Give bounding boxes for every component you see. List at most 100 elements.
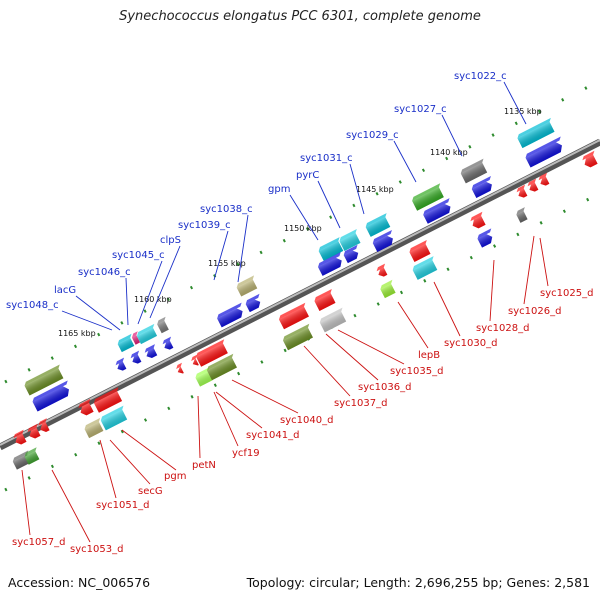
reverse-label-leader	[121, 429, 177, 471]
gene-block[interactable]	[190, 354, 202, 368]
forward-label-leader	[237, 214, 249, 283]
gene-block[interactable]	[99, 405, 129, 431]
reverse-gene-label[interactable]: syc1037_d	[334, 398, 387, 409]
gene-block[interactable]	[411, 256, 440, 280]
gene-block[interactable]	[37, 418, 52, 434]
reverse-gene-label[interactable]: syc1035_d	[390, 366, 443, 377]
forward-gene-label[interactable]: clpS	[160, 235, 181, 246]
gene-block[interactable]	[26, 423, 43, 441]
gene-block[interactable]	[244, 293, 265, 313]
gene-block[interactable]	[364, 213, 393, 237]
reverse-label-leader	[109, 439, 151, 485]
forward-gene-label[interactable]: syc1038_c	[200, 204, 253, 215]
gene-block[interactable]	[23, 364, 66, 396]
forward-label-leader	[393, 140, 417, 183]
gene-block[interactable]	[515, 207, 530, 223]
reverse-gene-label[interactable]: syc1026_d	[508, 306, 561, 317]
scale-tick-label: 1165 kbp	[58, 329, 96, 338]
reverse-gene-label[interactable]: syc1025_d	[540, 288, 593, 299]
reverse-gene-label[interactable]: secG	[138, 486, 163, 497]
forward-gene-label[interactable]: syc1022_c	[454, 71, 507, 82]
gene-block[interactable]	[282, 323, 316, 351]
scale-tick-label: 1145 kbp	[356, 185, 394, 194]
forward-label-leader	[317, 180, 341, 229]
gene-block[interactable]	[278, 302, 312, 330]
reverse-label-leader	[231, 379, 299, 414]
gene-block[interactable]	[195, 339, 231, 367]
forward-gene-label[interactable]: syc1029_c	[346, 130, 399, 141]
gene-block[interactable]	[216, 302, 248, 328]
forward-gene-label[interactable]: syc1031_c	[300, 153, 353, 164]
gene-block[interactable]	[537, 172, 552, 188]
forward-gene-label[interactable]: lacG	[54, 285, 76, 296]
gene-block[interactable]	[194, 367, 215, 387]
gene-block[interactable]	[375, 263, 390, 279]
reverse-gene-label[interactable]: lepB	[418, 350, 440, 361]
forward-gene-label[interactable]: gpm	[268, 184, 290, 195]
gene-block[interactable]	[317, 252, 347, 276]
gene-block[interactable]	[77, 398, 96, 417]
gene-block[interactable]	[338, 228, 363, 251]
gene-block[interactable]	[131, 331, 143, 345]
forward-gene-label[interactable]: pyrC	[296, 170, 319, 181]
gene-block[interactable]	[116, 333, 137, 353]
scale-tick-label: 1135 kbp	[504, 107, 542, 116]
gene-block[interactable]	[526, 178, 541, 194]
reverse-gene-label[interactable]: syc1053_d	[70, 544, 123, 555]
reverse-gene-label[interactable]: ycf19	[232, 448, 260, 459]
reverse-gene-label[interactable]: syc1036_d	[358, 382, 411, 393]
gene-block[interactable]	[459, 158, 489, 184]
gene-block[interactable]	[408, 239, 433, 262]
outer-guide-track	[4, 84, 591, 384]
forward-label-leader	[61, 310, 113, 331]
reverse-label-leader	[539, 237, 549, 287]
forward-gene-label[interactable]: syc1027_c	[394, 104, 447, 115]
gene-block[interactable]	[313, 288, 338, 311]
forward-gene-label[interactable]: syc1046_c	[78, 267, 131, 278]
forward-gene-label[interactable]: syc1048_c	[6, 300, 59, 311]
gene-block[interactable]	[156, 316, 172, 334]
forward-label-leader	[503, 81, 527, 125]
reverse-gene-label[interactable]: pgm	[164, 471, 186, 482]
gene-block[interactable]	[470, 175, 496, 198]
gene-block[interactable]	[379, 279, 398, 299]
gene-block[interactable]	[235, 275, 260, 297]
gene-block[interactable]	[93, 387, 125, 413]
reverse-gene-label[interactable]: syc1051_d	[96, 500, 149, 511]
reverse-gene-label[interactable]: syc1041_d	[246, 430, 299, 441]
gene-block[interactable]	[524, 136, 567, 168]
scale-tick-label: 1150 kbp	[284, 224, 322, 233]
gene-block[interactable]	[469, 211, 488, 230]
gene-block[interactable]	[12, 429, 29, 447]
forward-gene-label[interactable]: syc1045_c	[112, 250, 165, 261]
scale-tick-label: 1160 kbp	[134, 295, 172, 304]
gene-block[interactable]	[83, 417, 106, 439]
reverse-gene-label[interactable]: syc1040_d	[280, 415, 333, 426]
gene-block[interactable]	[23, 447, 42, 465]
reverse-label-leader	[433, 281, 461, 337]
forward-gene-label[interactable]: syc1039_c	[178, 220, 231, 231]
gene-block[interactable]	[161, 336, 176, 352]
gene-block[interactable]	[581, 150, 600, 169]
gene-block[interactable]	[136, 323, 160, 345]
gene-block[interactable]	[317, 237, 346, 261]
gene-block[interactable]	[114, 357, 129, 373]
gene-block[interactable]	[129, 350, 144, 366]
gene-block[interactable]	[516, 117, 557, 149]
reverse-gene-label[interactable]: syc1030_d	[444, 338, 497, 349]
gene-block[interactable]	[175, 362, 187, 376]
gene-block[interactable]	[515, 184, 530, 200]
reverse-gene-label[interactable]: petN	[192, 460, 216, 471]
gene-block[interactable]	[371, 229, 397, 252]
gene-block[interactable]	[31, 380, 74, 412]
gene-block[interactable]	[206, 353, 240, 381]
reverse-gene-label[interactable]: syc1057_d	[12, 537, 65, 548]
gene-block[interactable]	[476, 228, 497, 248]
gene-block[interactable]	[318, 307, 348, 333]
gene-block[interactable]	[143, 344, 160, 360]
gene-block[interactable]	[422, 198, 456, 224]
reverse-gene-label[interactable]: syc1028_d	[476, 323, 529, 334]
gene-block[interactable]	[411, 183, 447, 211]
gene-block[interactable]	[342, 244, 363, 264]
genome-summary-text: Topology: circular; Length: 2,696,255 bp…	[246, 575, 590, 590]
